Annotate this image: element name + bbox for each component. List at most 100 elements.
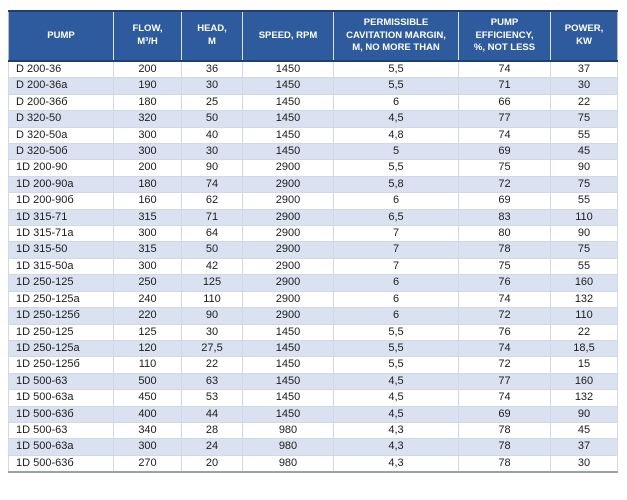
table-row: D 320-50a 300 40 1450 4,8 74 55: [8, 126, 618, 145]
value-cell: 74: [458, 389, 551, 407]
value-cell: 200: [113, 60, 182, 79]
value-cell: 1450: [242, 356, 334, 374]
value-cell: 5,5: [333, 60, 459, 79]
value-cell: 2900: [242, 159, 334, 177]
value-cell: 1450: [242, 372, 334, 391]
pump-name-cell: 1D 250-125б: [8, 356, 114, 374]
value-cell: 5,5: [333, 77, 459, 95]
value-cell: 77: [458, 372, 551, 391]
value-cell: 50: [181, 110, 243, 128]
value-cell: 37: [550, 438, 618, 456]
value-cell: 71: [181, 208, 243, 227]
value-cell: 42: [181, 257, 243, 276]
value-cell: 300: [113, 126, 182, 145]
value-cell: 180: [113, 175, 182, 194]
value-cell: 72: [458, 356, 551, 374]
value-cell: 500: [113, 372, 182, 391]
pump-name-cell: D 320-50: [8, 110, 114, 128]
value-cell: 83: [458, 208, 551, 227]
value-cell: 315: [113, 241, 182, 259]
value-cell: 40: [181, 126, 243, 145]
value-cell: 320: [113, 110, 182, 128]
table-row: 1D 250-125б 220 90 2900 6 72 110: [8, 307, 618, 325]
value-cell: 4,8: [333, 126, 459, 145]
pump-name-cell: D 320-50a: [8, 126, 114, 145]
pump-name-cell: 1D 200-90: [8, 159, 114, 177]
table-row: 1D 250-125a 120 27,5 1450 5,5 74 18,5: [8, 339, 618, 358]
value-cell: 2900: [242, 257, 334, 276]
value-cell: 90: [181, 159, 243, 177]
value-cell: 37: [550, 60, 618, 79]
value-cell: 69: [458, 143, 551, 161]
value-cell: 45: [550, 143, 618, 161]
value-cell: 315: [113, 208, 182, 227]
table-row: 1D 500-63a 300 24 980 4,3 78 37: [8, 438, 618, 456]
value-cell: 400: [113, 405, 182, 423]
pump-name-cell: D 320-50б: [8, 143, 114, 161]
value-cell: 64: [181, 225, 243, 243]
value-cell: 1450: [242, 405, 334, 423]
value-cell: 1450: [242, 60, 334, 79]
value-cell: 36: [181, 60, 243, 79]
value-cell: 55: [550, 192, 618, 210]
pump-name-cell: 1D 250-125б: [8, 307, 114, 325]
pump-name-cell: 1D 500-63a: [8, 389, 114, 407]
value-cell: 78: [458, 454, 551, 473]
value-cell: 7: [333, 241, 459, 259]
table-row: 1D 500-63 340 28 980 4,3 78 45: [8, 421, 618, 440]
value-cell: 125: [181, 274, 243, 292]
value-cell: 980: [242, 438, 334, 456]
value-cell: 22: [181, 356, 243, 374]
value-cell: 62: [181, 192, 243, 210]
pump-name-cell: 1D 250-125a: [8, 290, 114, 309]
value-cell: 6: [333, 192, 459, 210]
value-cell: 7: [333, 225, 459, 243]
value-cell: 5,5: [333, 159, 459, 177]
value-cell: 6: [333, 290, 459, 309]
value-cell: 6: [333, 274, 459, 292]
pump-name-cell: 1D 500-63б: [8, 405, 114, 423]
value-cell: 2900: [242, 307, 334, 325]
value-cell: 78: [458, 421, 551, 440]
column-header: POWER, KW: [550, 10, 618, 62]
table-row: 1D 500-63a 450 53 1450 4,5 74 132: [8, 389, 618, 407]
value-cell: 78: [458, 438, 551, 456]
value-cell: 15: [550, 356, 618, 374]
table-row: 1D 200-90б 160 62 2900 6 69 55: [8, 192, 618, 210]
table-row: 1D 315-71a 300 64 2900 7 80 90: [8, 225, 618, 243]
value-cell: 1450: [242, 93, 334, 112]
value-cell: 4,3: [333, 438, 459, 456]
value-cell: 1450: [242, 339, 334, 358]
column-header: PUMP EFFICIENCY, %, NOT LESS: [458, 10, 551, 62]
value-cell: 1450: [242, 323, 334, 341]
table-row: D 320-50 320 50 1450 4,5 77 75: [8, 110, 618, 128]
table-row: 1D 250-125б 110 22 1450 5,5 72 15: [8, 356, 618, 374]
value-cell: 110: [113, 356, 182, 374]
table-row: 1D 200-90 200 90 2900 5,5 75 90: [8, 159, 618, 177]
column-header: HEAD, M: [181, 10, 243, 62]
value-cell: 4,3: [333, 454, 459, 473]
value-cell: 25: [181, 93, 243, 112]
value-cell: 132: [550, 389, 618, 407]
pump-name-cell: 1D 250-125a: [8, 339, 114, 358]
table-row: D 200-36a 190 30 1450 5,5 71 30: [8, 77, 618, 95]
value-cell: 2900: [242, 225, 334, 243]
table-row: 1D 315-71 315 71 2900 6,5 83 110: [8, 208, 618, 227]
value-cell: 24: [181, 438, 243, 456]
pump-name-cell: 1D 500-63: [8, 421, 114, 440]
value-cell: 74: [458, 126, 551, 145]
value-cell: 30: [550, 77, 618, 95]
value-cell: 300: [113, 438, 182, 456]
value-cell: 5,8: [333, 175, 459, 194]
value-cell: 72: [458, 175, 551, 194]
value-cell: 75: [458, 159, 551, 177]
pump-spec-table: PUMP FLOW, M³/H HEAD, M SPEED, RPM PERMISSIB…: [8, 10, 618, 474]
value-cell: 240: [113, 290, 182, 309]
value-cell: 5,5: [333, 339, 459, 358]
value-cell: 27,5: [181, 339, 243, 358]
value-cell: 1450: [242, 389, 334, 407]
value-cell: 30: [181, 323, 243, 341]
table-row: 1D 315-50 315 50 2900 7 78 75: [8, 241, 618, 259]
value-cell: 74: [458, 339, 551, 358]
value-cell: 180: [113, 93, 182, 112]
